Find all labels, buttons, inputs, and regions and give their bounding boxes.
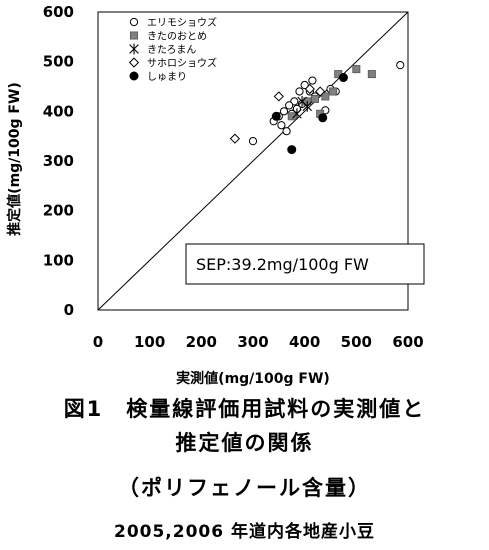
data-point-series-4 <box>318 113 328 123</box>
data-point-series-0 <box>279 107 289 116</box>
data-point-series-3 <box>315 86 326 97</box>
scatter-chart: 0 100 200 300 400 500 600 0 100 200 300 400 500 600 エ… <box>6 3 425 387</box>
identity-reference-line <box>97 11 409 311</box>
legend-label: きたのおとめ <box>147 31 207 43</box>
y-tick-label: 0 <box>64 301 74 319</box>
plot-area <box>97 11 409 311</box>
x-tick-label: 200 <box>186 333 217 351</box>
data-point-series-0 <box>248 137 258 146</box>
x-axis-title: 実測値(mg/100g FW) <box>176 370 330 387</box>
sep-annotation: SEP:39.2mg/100g FW <box>196 255 369 274</box>
data-point-series-0 <box>396 61 405 70</box>
data-point-series-0 <box>285 101 294 110</box>
data-point-series-2 <box>297 96 307 107</box>
figure-caption-subtitle: （ポリフェノール含量） <box>118 476 371 500</box>
legend-label: サホロショウズ <box>147 57 217 70</box>
data-point-series-1 <box>287 112 296 121</box>
legend-marker <box>129 17 139 27</box>
data-point-series-1 <box>329 87 338 96</box>
y-tick-label: 100 <box>43 251 74 269</box>
data-point-series-1 <box>367 70 376 79</box>
data-point-series-3 <box>304 83 315 95</box>
x-tick-label: 100 <box>134 333 165 351</box>
legend-marker <box>128 57 140 68</box>
data-point-series-0 <box>295 87 304 96</box>
data-point-series-1 <box>352 65 361 74</box>
y-tick-label: 500 <box>43 53 74 71</box>
x-tick-label: 400 <box>289 333 320 351</box>
legend-label: しゅまり <box>147 71 187 83</box>
y-tick-label: 200 <box>43 202 74 220</box>
x-tick-label: 300 <box>237 333 268 351</box>
axis-ticks: 0 100 200 300 400 500 600 0 100 200 300 400 500 600 <box>43 3 424 351</box>
legend-marker <box>129 43 139 55</box>
legend-marker <box>129 31 138 40</box>
data-points <box>229 61 405 155</box>
data-point-series-1 <box>321 92 330 101</box>
data-point-series-0 <box>300 80 309 90</box>
y-tick-label: 400 <box>43 102 74 120</box>
data-point-series-0 <box>282 127 291 136</box>
x-tick-label: 0 <box>93 333 103 351</box>
data-point-series-0 <box>277 121 286 130</box>
x-tick-label: 600 <box>392 333 423 351</box>
data-point-series-1 <box>310 94 319 103</box>
figure-caption-title: 図1 検量線評価用試料の実測値と <box>63 397 426 421</box>
data-point-series-4 <box>271 111 281 121</box>
data-point-series-4 <box>338 73 348 83</box>
legend-label: きたろまん <box>147 44 196 56</box>
figure-caption-source: 2005,2006 年道内各地産小豆 <box>113 522 375 542</box>
y-tick-label: 300 <box>43 152 74 170</box>
data-point-series-0 <box>308 76 317 85</box>
data-point-series-3 <box>229 133 241 144</box>
legend-label: エリモショウズ <box>147 16 217 29</box>
y-axis-title: 推定値(mg/100g FW) <box>6 82 23 236</box>
legend-marker <box>129 71 139 81</box>
data-point-series-2 <box>292 108 302 120</box>
data-point-series-4 <box>287 145 297 155</box>
figure-caption-title-cont: 推定値の関係 <box>175 431 314 455</box>
sep-annotation-box <box>185 243 425 285</box>
x-tick-label: 500 <box>341 333 372 351</box>
data-point-series-3 <box>273 91 284 102</box>
y-tick-label: 600 <box>43 3 74 21</box>
